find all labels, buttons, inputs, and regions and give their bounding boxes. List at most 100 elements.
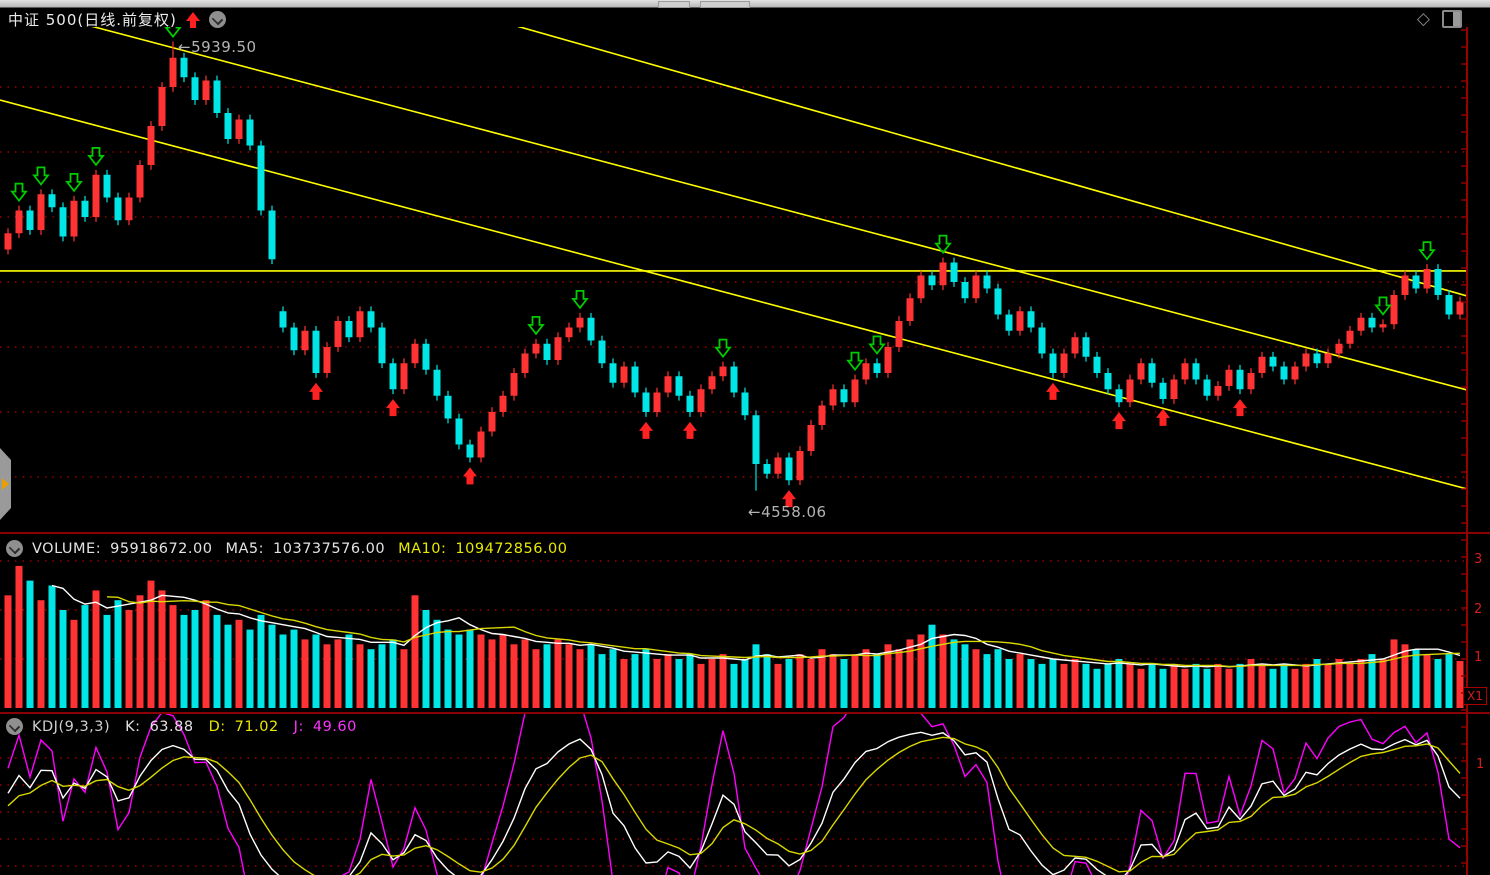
volume-bar (246, 629, 254, 708)
candle-body (1038, 327, 1046, 354)
volume-bar (279, 634, 287, 708)
window-top-edge (0, 0, 1490, 8)
volume-bar (125, 610, 133, 708)
candle-body (356, 311, 364, 338)
volume-bar (1434, 659, 1442, 708)
candle-body (1368, 317, 1376, 328)
candle-body (1027, 311, 1035, 328)
candle-body (103, 174, 111, 198)
volume-bar (411, 595, 419, 708)
volume-label: VOLUME: (32, 540, 102, 557)
volume-bar (1302, 663, 1310, 708)
candle-body (499, 395, 507, 412)
volume-bar (1203, 668, 1211, 708)
volume-bar (917, 634, 925, 708)
volume-bar (1379, 659, 1387, 708)
volume-bar (1445, 654, 1453, 708)
panel-separator (0, 712, 1490, 714)
volume-bar (532, 649, 540, 708)
volume-bar (1313, 659, 1321, 708)
sell-signal-arrow-icon (10, 182, 28, 203)
volume-bar (1060, 663, 1068, 708)
volume-bar (642, 649, 650, 708)
chart-titlebar: 中证 500(日线.前复权) (8, 9, 226, 30)
volume-bar (1247, 659, 1255, 708)
candle-body (81, 200, 89, 217)
candle-body (235, 119, 243, 139)
peak-price-label: ←5939.50 (178, 38, 257, 56)
volume-panel (0, 560, 1467, 708)
candle-body (1148, 363, 1156, 383)
candle-body (829, 389, 837, 406)
volume-bar (191, 610, 199, 708)
collapse-main-chart-icon[interactable] (208, 11, 226, 28)
volume-bar (312, 634, 320, 708)
candle-body (818, 405, 826, 425)
volume-bar (1148, 663, 1156, 708)
candle-body (1423, 269, 1431, 289)
candle-body (1313, 353, 1321, 364)
kdj-axis-tick: 1 (1476, 757, 1485, 772)
ma10-label: MA10: (398, 540, 447, 557)
volume-bar (345, 634, 353, 708)
volume-bar (1104, 663, 1112, 708)
kdj-name: KDJ(9,3,3) (32, 718, 111, 735)
volume-bar (1291, 668, 1299, 708)
up-arrow-icon[interactable] (185, 11, 201, 28)
candle-body (983, 275, 991, 289)
expand-arrow-icon (2, 478, 9, 490)
volume-bar (114, 600, 122, 708)
volume-bar (708, 659, 716, 708)
j-label: J: (293, 718, 304, 735)
candle-body (1401, 275, 1409, 295)
candle-body (994, 288, 1002, 315)
candle-body (411, 343, 419, 364)
candle-body (620, 366, 628, 383)
volume-bar (1181, 668, 1189, 708)
candle-body (521, 353, 529, 373)
candle-body (1104, 373, 1112, 390)
volume-bar (862, 649, 870, 708)
split-view-icon[interactable] (1442, 10, 1462, 28)
candle-body (532, 343, 540, 354)
volume-bar (1126, 663, 1134, 708)
candle-body (1214, 386, 1222, 396)
volume-bar (180, 614, 188, 708)
kdj-k-line (7, 731, 1461, 875)
diamond-tool-icon[interactable]: ◇ (1416, 8, 1430, 29)
volume-bar (103, 614, 111, 708)
candle-body (59, 207, 67, 237)
splitter-handle[interactable] (658, 1, 690, 8)
candle-body (1412, 275, 1420, 289)
kdj-d-line (7, 736, 1461, 875)
volume-bar (1192, 663, 1200, 708)
candle-body (15, 210, 23, 234)
candle-body (598, 340, 606, 364)
candle-body (917, 275, 925, 299)
candle-body (587, 317, 595, 341)
candle-body (1280, 366, 1288, 380)
collapse-kdj-panel-icon[interactable] (6, 718, 23, 735)
volume-axis-tick-3: 3 (1474, 552, 1483, 567)
candle-body (488, 412, 496, 432)
buy-signal-arrow-icon (1112, 412, 1126, 430)
candle-body (752, 415, 760, 464)
collapse-volume-panel-icon[interactable] (6, 540, 23, 557)
volume-bar (950, 639, 958, 708)
volume-bar (1137, 668, 1145, 708)
candle-body (1434, 269, 1442, 295)
candle-body (1093, 356, 1101, 373)
candle-body (301, 330, 309, 351)
volume-bar (796, 654, 804, 708)
splitter-handle[interactable] (700, 1, 750, 8)
candle-body (774, 457, 782, 474)
buy-signal-arrow-icon (463, 467, 477, 485)
volume-bar (785, 659, 793, 708)
sidebar-expand-handle[interactable] (0, 448, 11, 520)
volume-bar (1093, 668, 1101, 708)
candle-body (565, 327, 573, 338)
candle-body (972, 275, 980, 299)
volume-bar (224, 624, 232, 708)
candle-body (1049, 353, 1057, 373)
